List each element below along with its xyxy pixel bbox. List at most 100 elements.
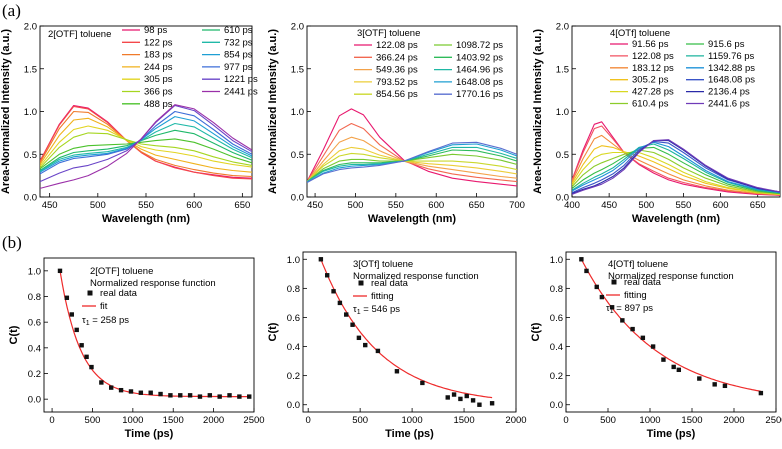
- x-tick-label: 600: [713, 200, 729, 211]
- series-line: [572, 146, 780, 195]
- y-tick-label: 2.0: [291, 22, 304, 33]
- x-tick-label: 0: [306, 415, 311, 426]
- x-tick-label: 650: [469, 200, 485, 211]
- legend-label: real data: [371, 278, 409, 289]
- chart-4otf-response: 0 500 1000 1500 2000 2500 0.0 0.2 0.4 0.6 0.8 1.0 Ti…: [530, 251, 782, 440]
- x-tick-label: 2500: [765, 415, 782, 426]
- series-line: [40, 104, 252, 183]
- y-tick-label: 0.6: [550, 313, 563, 324]
- data-point: [722, 383, 728, 389]
- data-point: [470, 398, 476, 403]
- legend-label: 366 ps: [144, 87, 173, 98]
- legend-label: 122.08 ps: [376, 40, 418, 51]
- y-axis-title: Area-Normalized Intensity (a.u.): [0, 29, 12, 194]
- x-tick-label: 1500: [163, 415, 184, 426]
- data-point: [671, 364, 676, 370]
- x-axis-title: Time (ps): [125, 428, 174, 440]
- data-point: [128, 389, 134, 394]
- x-tick-label: 2500: [243, 415, 264, 426]
- y-tick-label: 0.5: [291, 150, 304, 161]
- series-line: [40, 110, 252, 175]
- series-line: [307, 152, 517, 182]
- data-point: [375, 348, 381, 354]
- x-tick-label: 1500: [453, 415, 474, 426]
- plot-frame: [565, 251, 777, 413]
- x-tick-label: 500: [600, 415, 616, 426]
- x-tick-label: 2000: [505, 415, 526, 426]
- series-line: [572, 140, 780, 195]
- y-tick-label: 1.0: [291, 107, 304, 118]
- data-point: [489, 401, 495, 406]
- legend-label: 1159.76 ps: [708, 51, 755, 62]
- data-point: [697, 376, 702, 381]
- legend-label: 1221 ps: [224, 74, 258, 85]
- plot-frame: [43, 257, 255, 413]
- y-tick-label: 0.0: [556, 193, 569, 204]
- y-tick-label: 0.8: [28, 292, 41, 303]
- series-line: [40, 132, 252, 169]
- data-point: [676, 367, 682, 373]
- fit-curve: [320, 259, 493, 399]
- series-line: [572, 145, 780, 195]
- y-tick-label: 0.8: [287, 284, 300, 295]
- legend-label: 244 ps: [144, 62, 173, 73]
- series-line: [40, 104, 252, 189]
- chart-2otf-spectra: 450 500 550 600 650 0.0 0.5 1.0 1.5 2.0 Wavelength…: [0, 22, 258, 226]
- series-line: [307, 141, 517, 183]
- x-tick-label: 0: [49, 415, 54, 426]
- data-point: [118, 387, 124, 393]
- legend-label: fitting: [371, 291, 394, 302]
- series-line: [307, 146, 517, 182]
- data-point: [168, 393, 173, 398]
- legend-label: 98 ps: [144, 25, 167, 36]
- x-tick-label: 550: [388, 200, 404, 211]
- series-line: [307, 149, 517, 183]
- legend-label: 1770.16 ps: [456, 89, 503, 100]
- legend-label: 793.52 ps: [376, 77, 418, 88]
- legend-marker-real-data: [87, 290, 93, 296]
- y-tick-label: 0.2: [287, 371, 300, 382]
- y-tick-label: 0.0: [24, 193, 37, 204]
- legend-label: 427.28 ps: [632, 87, 674, 98]
- legend-label: 122 ps: [144, 37, 173, 48]
- series-line: [307, 136, 517, 182]
- y-tick-label: 0.8: [550, 284, 563, 295]
- y-axis-title: C(t): [267, 322, 279, 341]
- legend-label: 2136.4 ps: [708, 87, 750, 98]
- data-point: [337, 300, 343, 306]
- x-axis-title: Time (ps): [385, 428, 434, 440]
- data-point: [650, 344, 656, 349]
- chart-title: 3[OTf] toluene: [353, 259, 413, 270]
- y-tick-label: 1.0: [556, 107, 569, 118]
- tau-annotation: τ1 = 546 ps: [353, 304, 400, 316]
- data-point: [318, 257, 324, 262]
- y-tick-label: 0.0: [291, 193, 304, 204]
- series-line: [572, 125, 780, 196]
- y-tick-label: 1.0: [550, 255, 563, 266]
- series-line: [572, 151, 780, 195]
- legend-label: real data: [624, 277, 662, 288]
- y-tick-label: 1.5: [24, 64, 37, 75]
- x-tick-label: 400: [564, 200, 580, 211]
- legend-label: 1648.08 ps: [456, 77, 503, 88]
- x-axis-title: Wavelength (nm): [632, 213, 721, 225]
- data-point: [356, 335, 362, 341]
- series-line: [572, 134, 780, 195]
- chart-title: 2[OTF] toluene: [90, 266, 153, 277]
- tau-symbol: τ: [82, 315, 86, 326]
- tau-value: = 258 ps: [90, 315, 130, 326]
- tau-symbol: τ: [606, 303, 610, 314]
- legend-label: 1403.92 ps: [456, 52, 503, 63]
- series-line: [307, 108, 517, 187]
- data-point: [148, 390, 153, 395]
- legend-label: 122.08 ps: [632, 51, 674, 62]
- data-point: [187, 393, 193, 398]
- x-tick-label: 2000: [723, 415, 744, 426]
- x-tick-label: 700: [509, 200, 525, 211]
- data-point: [57, 268, 63, 274]
- y-tick-label: 0.5: [556, 150, 569, 161]
- y-tick-label: 0.2: [28, 369, 41, 380]
- y-axis-title: C(t): [8, 325, 20, 344]
- legend-label: fitting: [624, 290, 647, 301]
- data-point: [344, 312, 349, 317]
